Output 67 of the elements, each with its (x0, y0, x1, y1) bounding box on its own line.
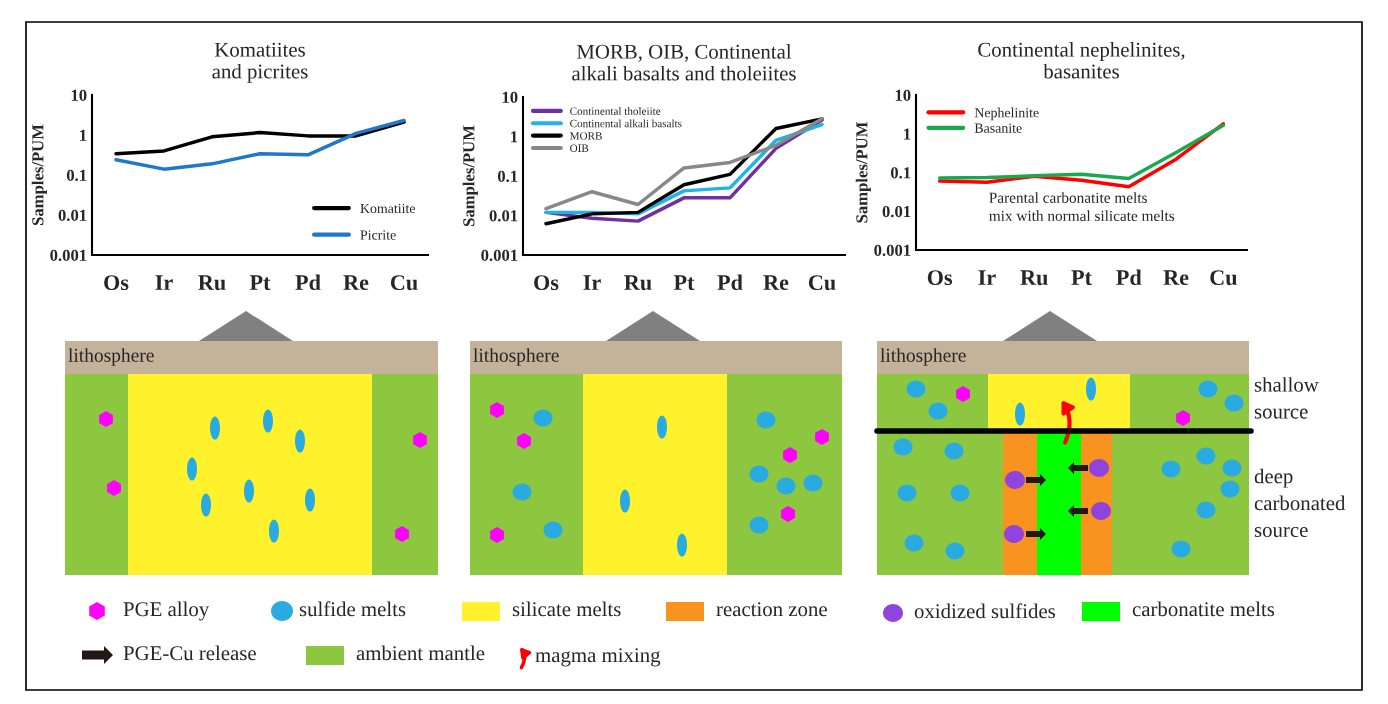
y-axis-title: Samples/PUM (31, 124, 47, 226)
text: reaction zone (716, 602, 827, 617)
y-tick-label: 0.001 (481, 249, 518, 262)
y-tick-label: 10 (502, 91, 518, 103)
y-tick-label: 10 (895, 89, 911, 101)
y-tick-label: 0.1 (497, 170, 518, 183)
text: carbonatite melts (1132, 601, 1275, 617)
line-series (114, 118, 406, 171)
x-tick-label: Ir (583, 275, 601, 290)
text: silicate melts (512, 601, 621, 617)
y-tick-label: 1 (511, 131, 518, 143)
x-tick-label: Ir (978, 270, 996, 285)
text: oxidized sulfides (914, 603, 1055, 619)
chart-title: Komatiites and picrites (212, 42, 308, 83)
text: lithosphere (880, 348, 966, 366)
y-axis-title: Samples/PUM (855, 122, 871, 223)
x-tick-label: Pd (295, 274, 321, 291)
y-tick-label: 0.001 (50, 249, 87, 262)
text: deep carbonated source (1254, 468, 1346, 538)
text: shallow source (1254, 377, 1319, 419)
text: sulfide melts (299, 601, 406, 617)
text: lithosphere (68, 348, 154, 366)
y-tick-label: 0.01 (882, 205, 911, 218)
x-tick-label: Os (104, 275, 129, 291)
x-tick-label: Cu (390, 275, 418, 291)
x-tick-label: Pd (717, 274, 743, 291)
legend-label: Nephelinite (974, 107, 1039, 121)
y-tick-label: 10 (71, 89, 87, 101)
x-tick-label: Pt (673, 275, 695, 291)
legend-label: Continental tholeiite (570, 107, 661, 115)
x-tick-label: Re (763, 275, 789, 291)
x-tick-label: Os (927, 270, 953, 286)
x-tick-label: Ru (624, 275, 652, 291)
legend-label: Komatiite (360, 203, 416, 214)
y-tick-label: 1 (904, 128, 911, 140)
x-tick-label: Ir (155, 275, 173, 290)
x-tick-label: Re (343, 275, 369, 291)
text: magma mixing (535, 648, 661, 667)
chart-title: MORB, OIB, Continental alkali basalts and tholeiites (572, 44, 796, 81)
legend-label: MORB (569, 132, 602, 140)
x-tick-label: Pd (1116, 269, 1142, 286)
y-tick-label: 0.01 (58, 209, 87, 222)
text: lithosphere (473, 348, 559, 366)
x-tick-label: Pt (249, 275, 271, 291)
annotation: Parental carbonatite melts mix with normal silicate melts (989, 192, 1175, 222)
text: ambient mantle (356, 645, 485, 661)
x-tick-label: Ru (198, 275, 226, 291)
legend-label: Picrite (360, 230, 396, 240)
y-tick-label: 0.1 (66, 169, 87, 182)
x-tick-label: Cu (1210, 270, 1237, 286)
line-series (114, 120, 406, 156)
y-tick-label: 0.001 (874, 244, 911, 257)
legend-label: Basanite (974, 123, 1022, 133)
y-tick-label: 0.01 (489, 210, 518, 222)
x-tick-label: Pt (1071, 270, 1092, 286)
text: PGE alloy (123, 601, 210, 621)
x-tick-label: Re (1163, 270, 1189, 286)
text: PGE-Cu release (123, 645, 256, 661)
y-axis-title: Samples/PUM (462, 125, 478, 227)
x-tick-label: Ru (1020, 270, 1048, 286)
y-tick-label: 1 (80, 129, 87, 141)
chart-title: Continental nephelinites, basanites (978, 42, 1185, 79)
x-tick-label: Os (534, 275, 559, 291)
y-tick-label: 0.1 (890, 167, 911, 179)
legend-label: OIB (570, 144, 589, 152)
legend-label: Continental alkali basalts (570, 119, 682, 128)
x-tick-label: Cu (808, 275, 836, 291)
